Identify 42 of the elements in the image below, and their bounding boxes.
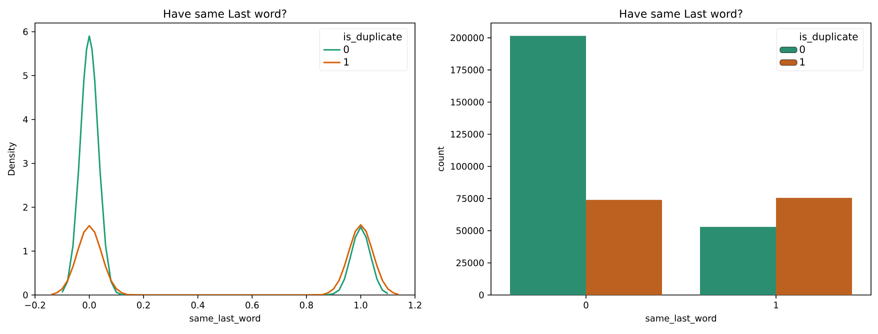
y-tick-label: 175000 (451, 66, 484, 74)
x-tick-label: 0.6 (246, 302, 259, 308)
y-axis-title: Density (8, 142, 16, 176)
y-axis-title: count (437, 146, 444, 172)
y-tick-label: 4 (23, 116, 28, 123)
x-tick-label: 1.0 (354, 302, 368, 308)
x-tick-label: 0.8 (300, 302, 313, 308)
x-tick-label: −0.2 (25, 302, 45, 308)
y-tick-label: 3 (23, 160, 28, 167)
legend-title: is_duplicate (800, 32, 858, 43)
y-tick-label: 6 (23, 28, 28, 36)
bar (776, 198, 852, 295)
y-tick-label: 125000 (451, 130, 484, 138)
y-tick-label: 0 (23, 292, 28, 298)
y-tick-label: 5 (23, 72, 28, 79)
x-tick-label: 0.4 (191, 302, 204, 308)
y-tick-label: 2 (23, 204, 28, 211)
chart-title: Have same Last word? (620, 9, 742, 18)
legend-label: 1 (800, 58, 805, 66)
x-tick-label: 1.2 (408, 302, 422, 308)
bar (700, 226, 776, 295)
bar (510, 36, 586, 295)
y-tick-label: 100000 (451, 163, 484, 170)
y-tick-label: 0 (479, 292, 484, 298)
chart-title: Have same Last word? (164, 9, 286, 18)
y-tick-label: 25000 (456, 259, 484, 266)
x-tick-label: 0 (584, 302, 588, 308)
bar (586, 200, 662, 295)
y-tick-label: 150000 (451, 98, 484, 106)
legend-label: 1 (344, 58, 349, 66)
x-tick-label: 1 (774, 302, 778, 308)
legend-title: is_duplicate (344, 32, 402, 43)
legend-label: 0 (800, 46, 805, 54)
legend-label: 0 (344, 46, 349, 54)
y-tick-label: 75000 (456, 195, 484, 202)
x-axis-title: same_last_word (190, 314, 260, 324)
y-tick-label: 200000 (450, 34, 484, 42)
y-tick-label: 50000 (456, 227, 484, 234)
x-tick-label: 0.0 (82, 302, 96, 308)
y-tick-label: 1 (24, 248, 28, 254)
x-axis-title: same_last_word (646, 314, 716, 324)
x-tick-label: 0.2 (137, 302, 150, 308)
